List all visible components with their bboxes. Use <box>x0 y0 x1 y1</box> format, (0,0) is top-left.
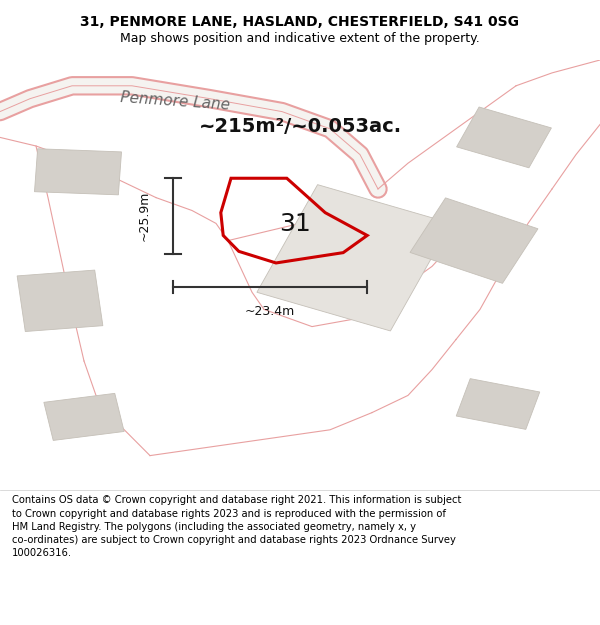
Polygon shape <box>457 107 551 168</box>
Text: Contains OS data © Crown copyright and database right 2021. This information is : Contains OS data © Crown copyright and d… <box>12 496 461 558</box>
Polygon shape <box>44 393 124 441</box>
Text: Map shows position and indicative extent of the property.: Map shows position and indicative extent… <box>120 32 480 45</box>
Text: 31: 31 <box>280 213 311 236</box>
Text: 31, PENMORE LANE, HASLAND, CHESTERFIELD, S41 0SG: 31, PENMORE LANE, HASLAND, CHESTERFIELD,… <box>80 15 520 29</box>
Text: ~215m²/~0.053ac.: ~215m²/~0.053ac. <box>199 117 401 136</box>
Polygon shape <box>34 149 122 195</box>
Polygon shape <box>17 270 103 331</box>
Text: ~23.4m: ~23.4m <box>245 306 295 319</box>
Polygon shape <box>410 198 538 283</box>
Text: Penmore Lane: Penmore Lane <box>120 89 230 112</box>
Polygon shape <box>257 184 451 331</box>
Text: ~25.9m: ~25.9m <box>137 191 151 241</box>
Polygon shape <box>456 379 540 429</box>
